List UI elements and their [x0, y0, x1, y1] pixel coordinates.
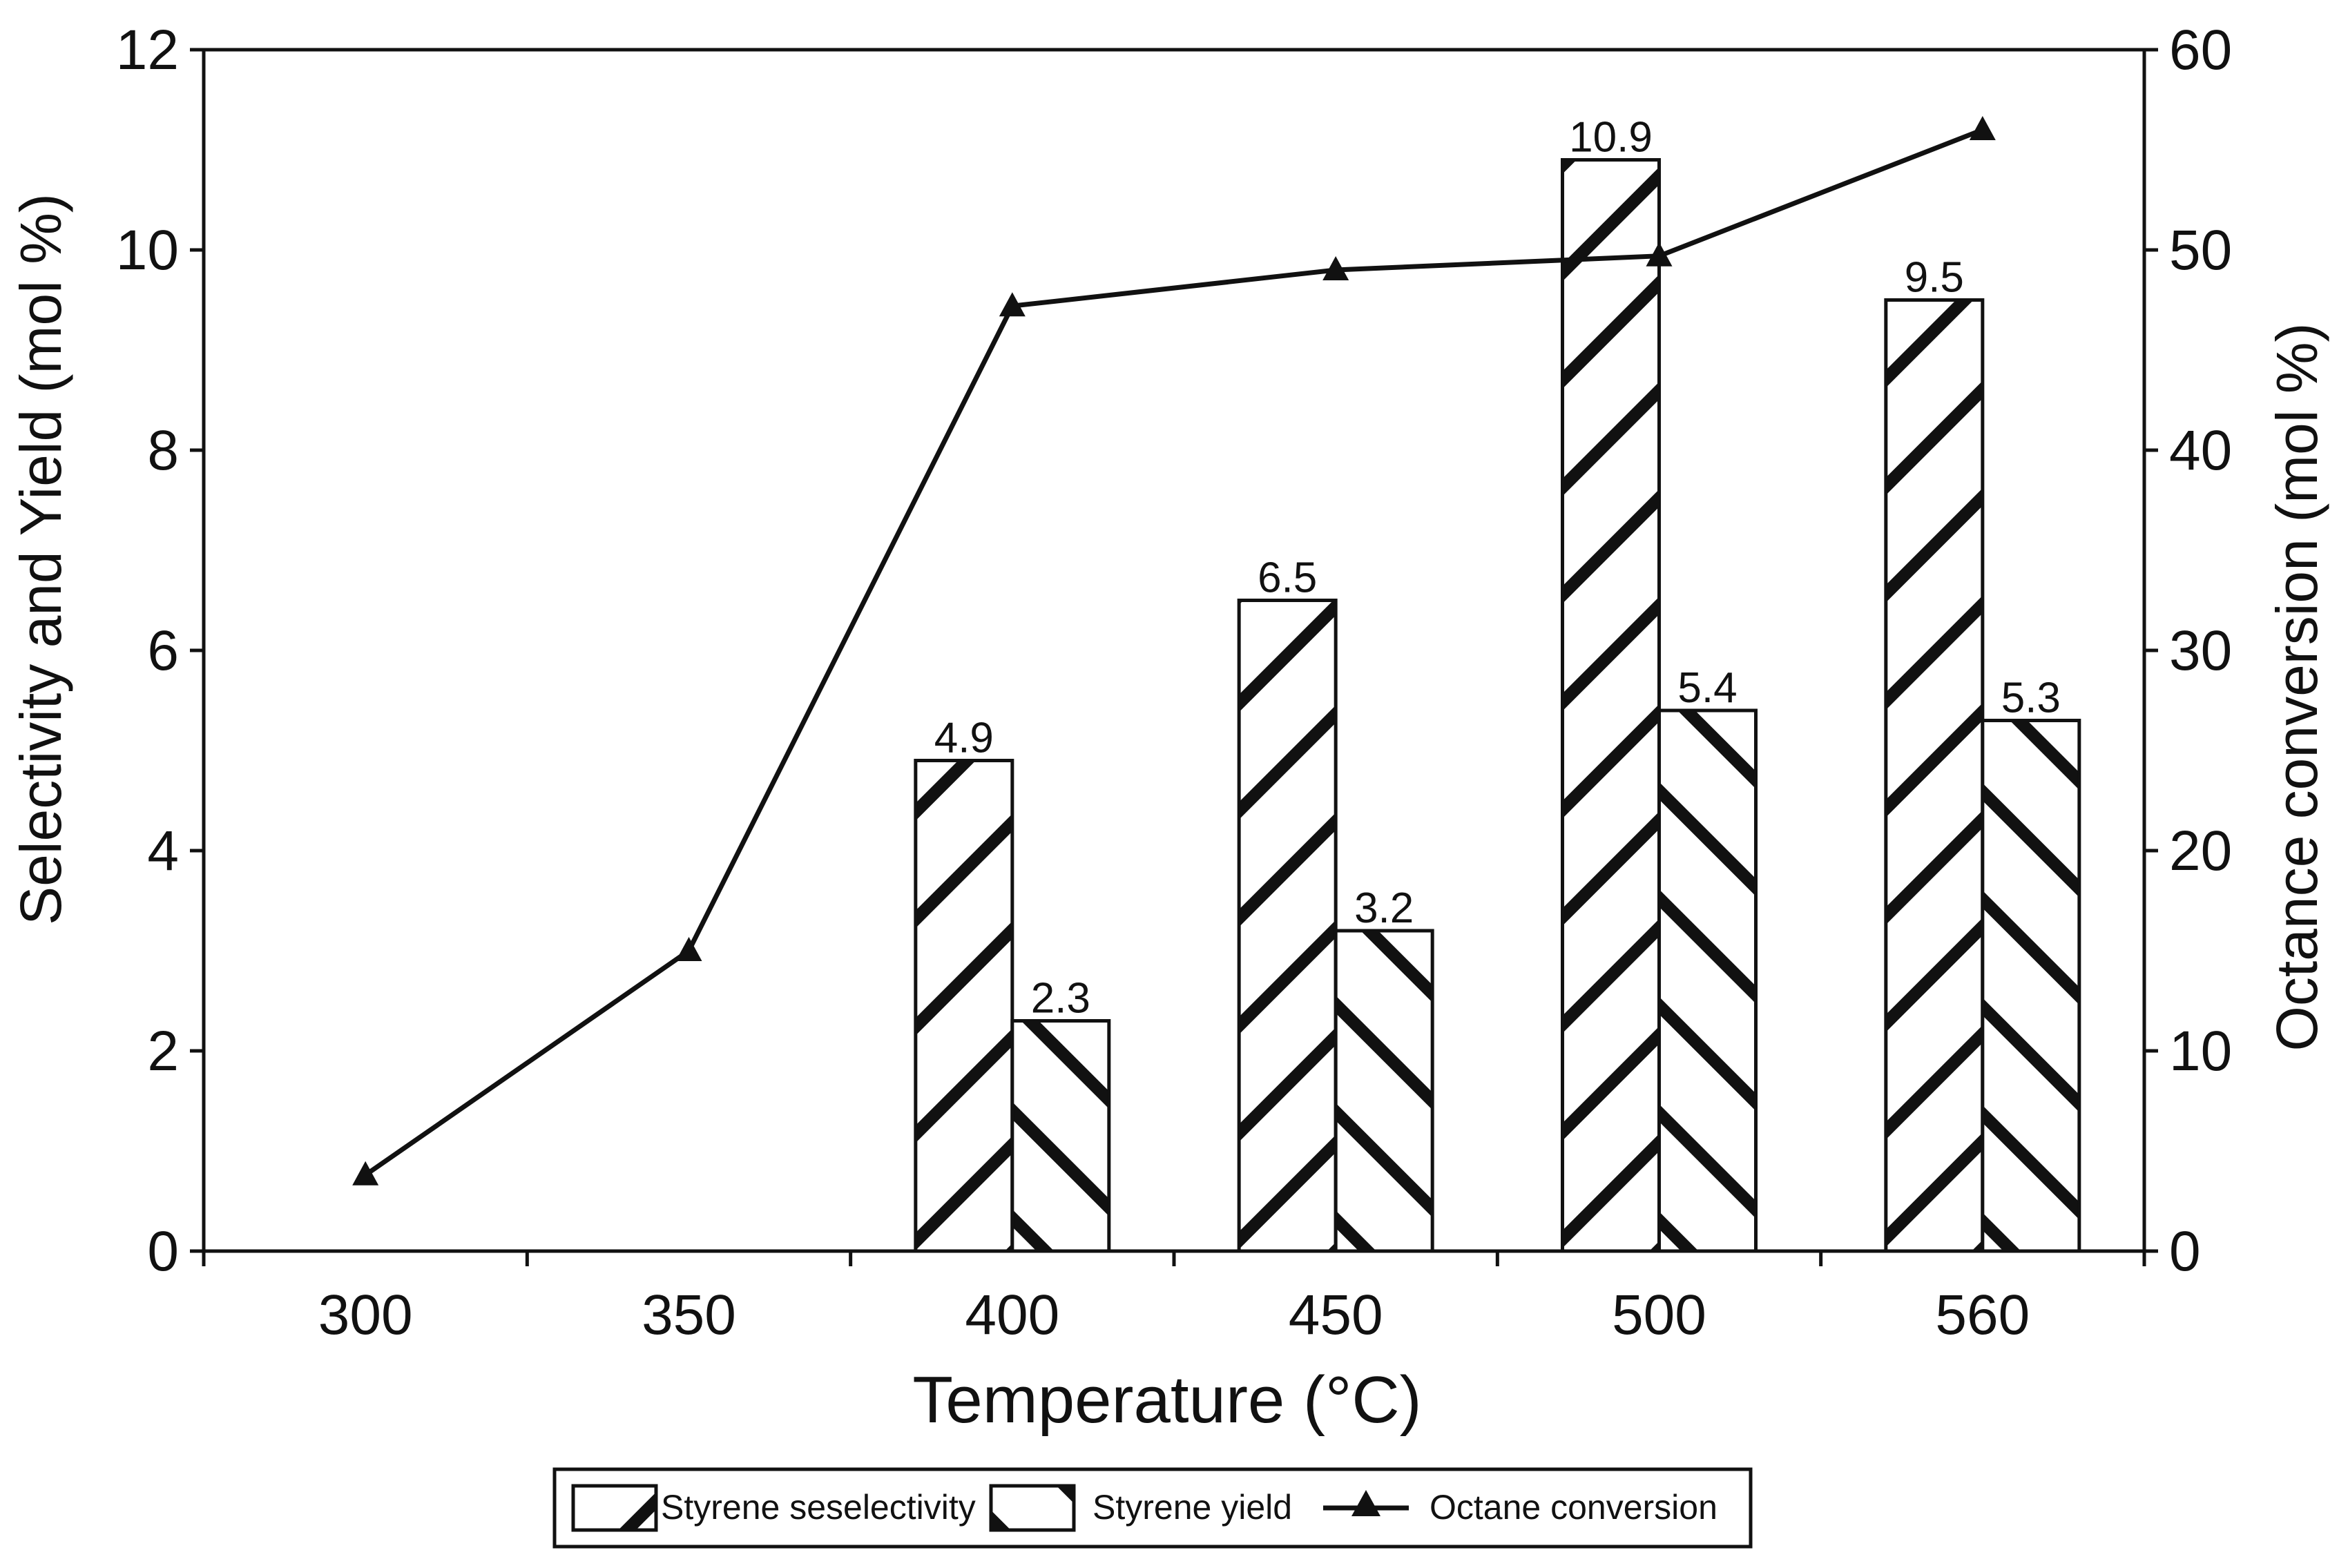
legend-box [552, 1467, 1753, 1549]
bar-yield-400 [1010, 1019, 1111, 1253]
x-tick-label-350: 350 [642, 1284, 736, 1346]
y2-tick-label-60: 60 [2169, 19, 2232, 81]
y-axis-title: Selectivity and Yield (mol %) [8, 193, 73, 925]
bar-yield-560 [1981, 719, 2081, 1253]
x-tick-label-400: 400 [965, 1284, 1059, 1346]
data-label-selectivity-400: 4.9 [934, 715, 994, 762]
octane-conversion-line [364, 127, 1984, 1177]
legend: Styrene seselectivity Styrene yield Octa… [552, 1467, 1753, 1549]
bar-selectivity-560 [1884, 298, 1985, 1253]
data-label-selectivity-500: 10.9 [1569, 114, 1653, 162]
bar-selectivity-500 [1561, 158, 1661, 1253]
data-label-yield-400: 2.3 [1031, 975, 1090, 1023]
legend-swatch-yield [989, 1484, 1076, 1532]
x-tick-label-450: 450 [1289, 1284, 1383, 1346]
labels-layer: 4.9 6.5 10.9 9.5 2.3 3.2 5.4 5.3 [934, 114, 2061, 1023]
legend-swatch-selectivity [571, 1484, 658, 1532]
y-tick-label-2: 2 [147, 1020, 179, 1083]
axes-layer: 0 2 4 6 8 10 12 0 10 20 30 40 50 60 300 350 400 450 500 560 [116, 19, 2232, 1346]
data-label-selectivity-450: 6.5 [1258, 554, 1317, 602]
data-label-yield-450: 3.2 [1354, 884, 1414, 932]
octane-conversion-point-560 [1969, 116, 1996, 140]
legend-label-selectivity: Styrene seselectivity [661, 1488, 976, 1527]
y-tick-label-12: 12 [116, 19, 179, 81]
y-tick-label-8: 8 [147, 419, 179, 482]
bars-layer [914, 158, 2081, 1253]
y2-tick-label-30: 30 [2169, 619, 2232, 682]
x-tick-label-500: 500 [1612, 1284, 1706, 1346]
legend-triangle-marker-icon [1351, 1490, 1380, 1516]
y-tick-label-0: 0 [147, 1220, 179, 1283]
y-tick-label-6: 6 [147, 619, 179, 682]
octane-conversion-point-350 [675, 937, 702, 961]
bar-selectivity-400 [914, 759, 1014, 1253]
data-label-yield-500: 5.4 [1677, 664, 1737, 712]
bar-yield-500 [1657, 708, 1758, 1253]
bar-selectivity-450 [1237, 599, 1338, 1253]
y2-tick-label-0: 0 [2169, 1220, 2201, 1283]
y2-tick-label-20: 20 [2169, 820, 2232, 882]
data-label-selectivity-560: 9.5 [1905, 254, 1964, 302]
y-tick-label-4: 4 [147, 820, 179, 882]
legend-label-yield: Styrene yield [1093, 1488, 1292, 1527]
octane-conversion-point-500 [1646, 242, 1673, 267]
x-tick-label-300: 300 [318, 1284, 413, 1346]
y2-axis-title: Octance conversion (mol %) [2264, 322, 2329, 1051]
bar-yield-450 [1334, 929, 1434, 1253]
data-label-yield-560: 5.3 [2001, 675, 2061, 722]
line-layer [352, 116, 1996, 1185]
x-tick-label-560: 560 [1935, 1284, 2030, 1346]
octane-conversion-point-300 [352, 1161, 379, 1185]
x-axis-title: Temperature (°C) [912, 1363, 1421, 1437]
octane-conversion-point-400 [999, 292, 1026, 317]
y2-tick-label-10: 10 [2169, 1020, 2232, 1083]
octane-conversion-point-450 [1322, 256, 1349, 280]
legend-label-conversion: Octane conversion [1430, 1488, 1717, 1527]
y-tick-label-10: 10 [116, 219, 179, 282]
y2-tick-label-50: 50 [2169, 219, 2232, 282]
y2-tick-label-40: 40 [2169, 419, 2232, 482]
